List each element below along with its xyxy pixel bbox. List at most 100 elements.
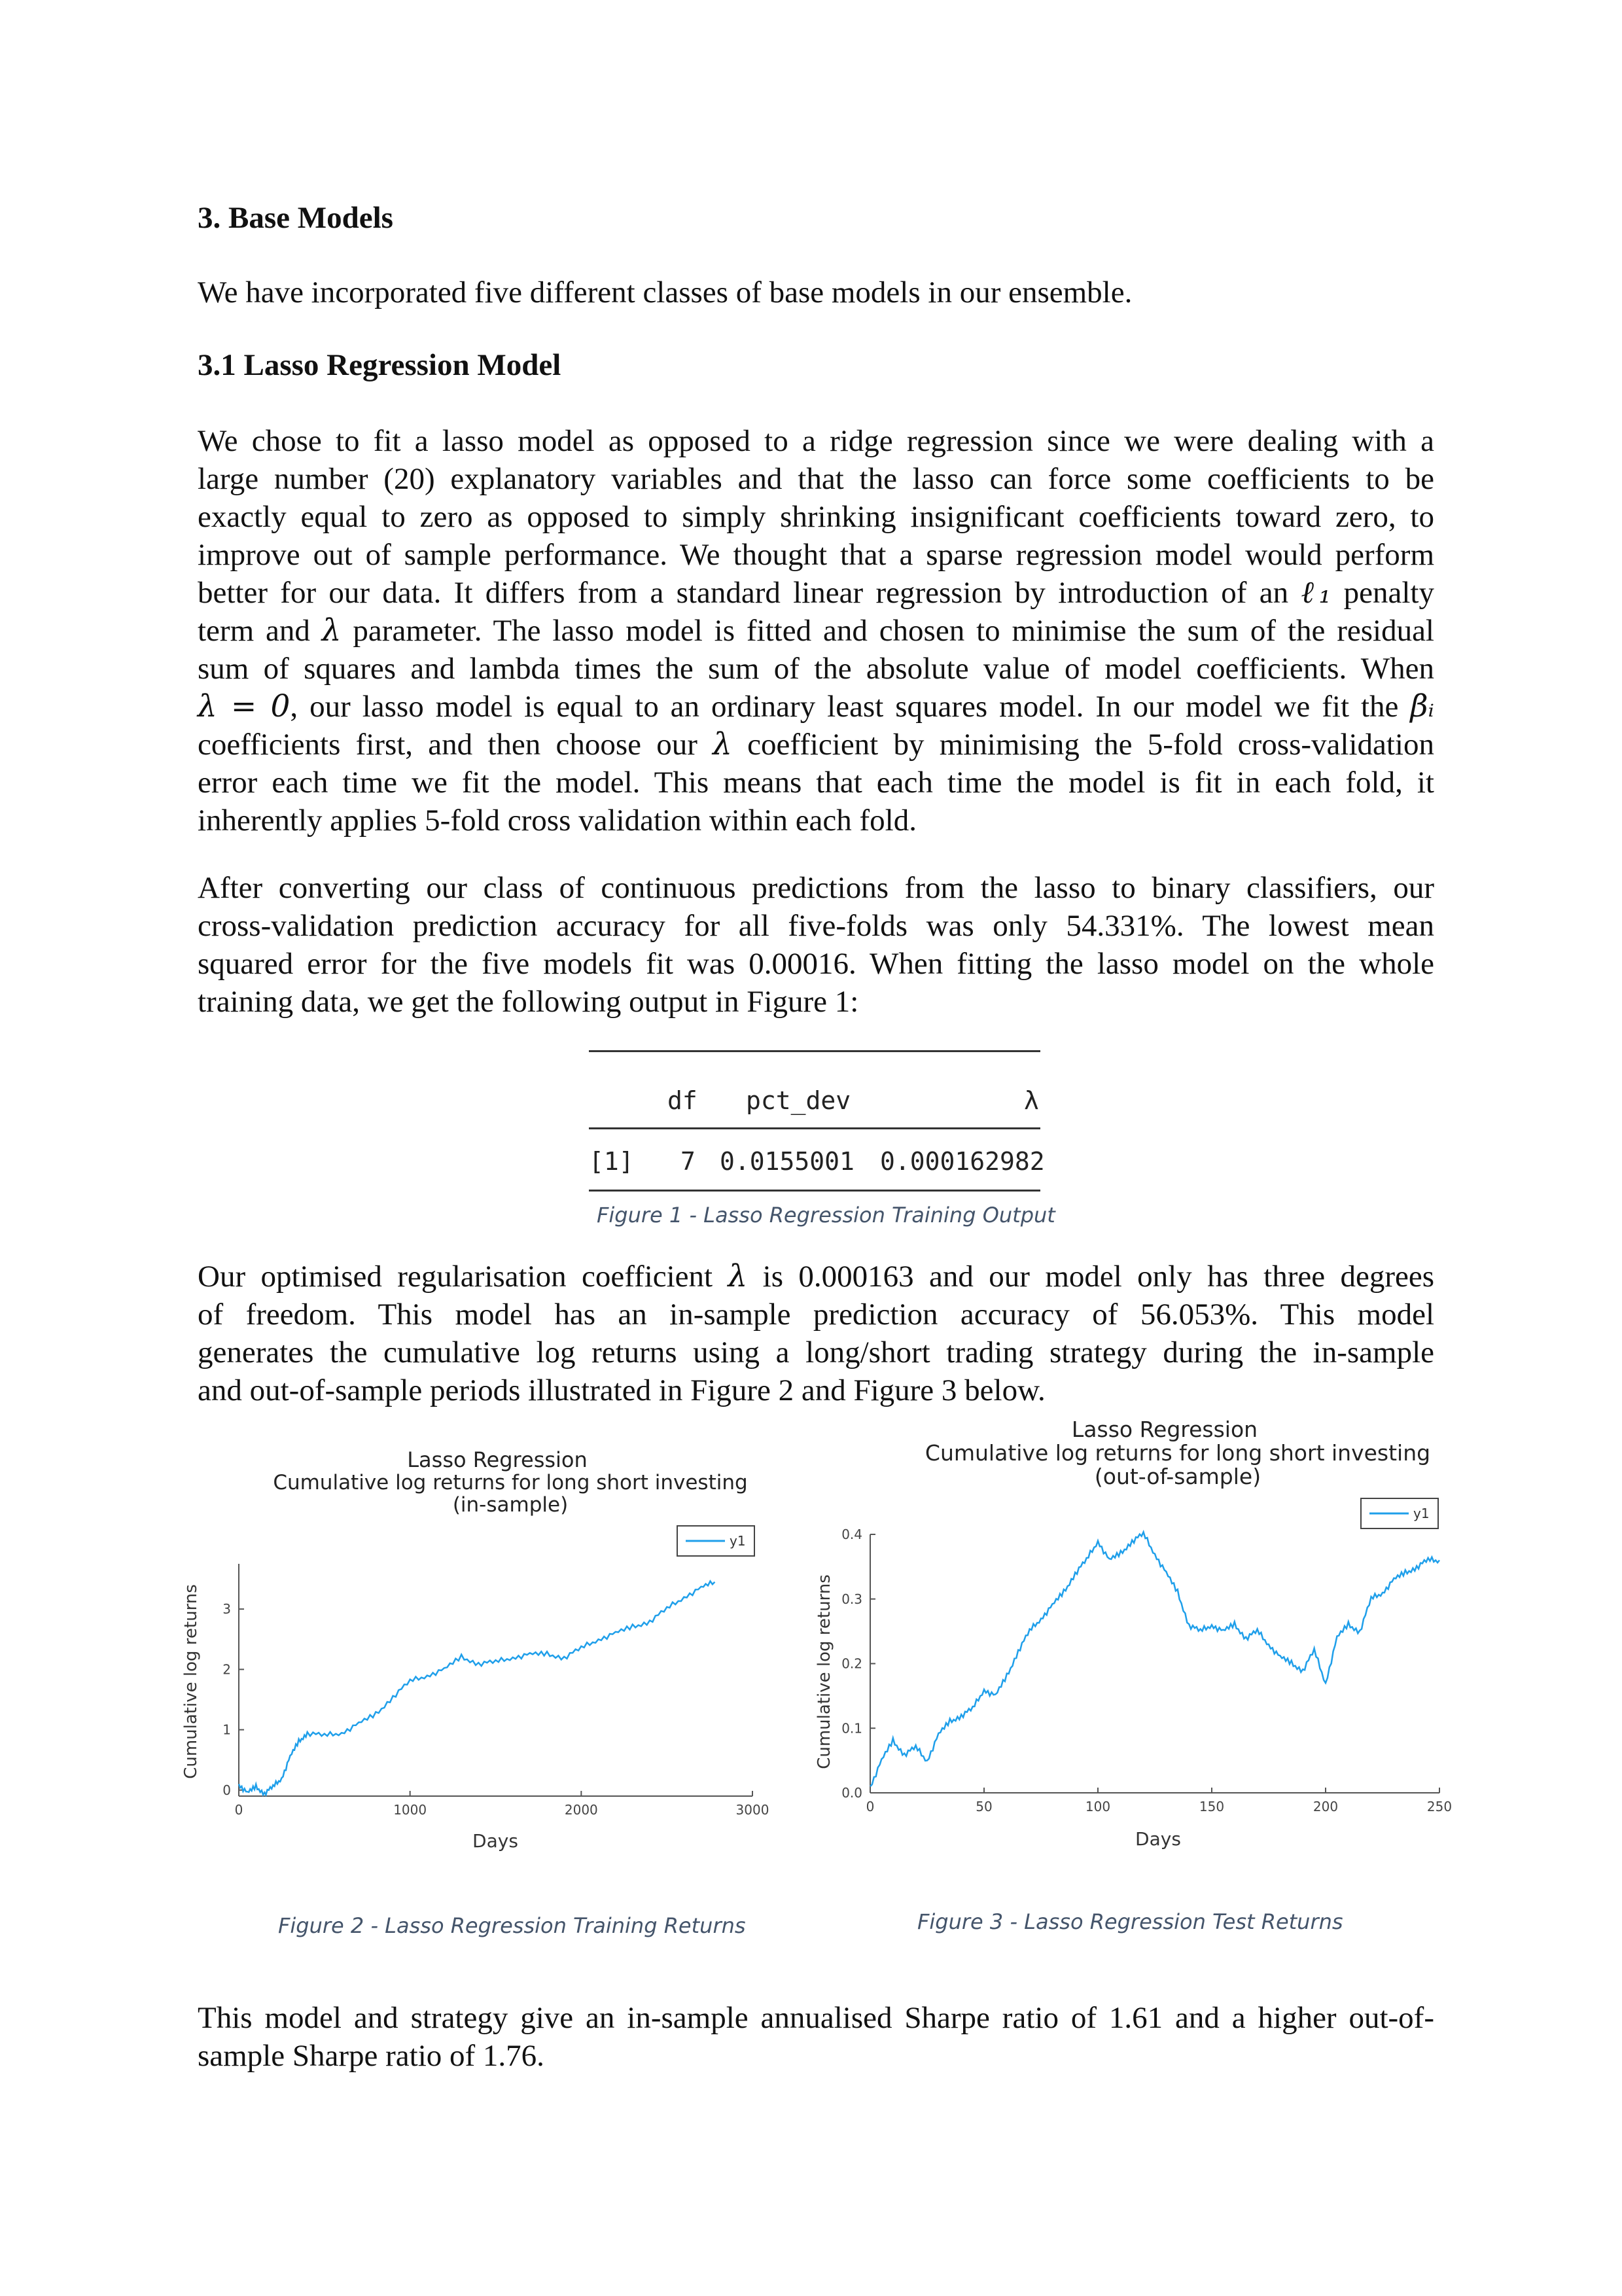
y-tick-label: 3: [222, 1601, 231, 1617]
figure-2-chart: Lasso Regression Cumulative log returns …: [181, 1447, 769, 1852]
x-tick-label: 250: [1427, 1799, 1452, 1814]
text-line: squared error for the five models fit wa…: [198, 947, 1434, 981]
math-beta: βᵢ: [1410, 688, 1434, 724]
chart-ticks: 0 1000 2000 3000 0 1 2 3: [222, 1601, 769, 1818]
text-line: sum of squares and lambda times the sum …: [198, 652, 1434, 686]
series-line-y1: [238, 1580, 716, 1797]
intro-text: We have incorporated five different clas…: [198, 275, 1133, 309]
y-tick-label: 0.4: [841, 1527, 862, 1542]
chart-series: [238, 1580, 716, 1797]
text-line: of freedom. This model has an in-sample …: [198, 1298, 1434, 1332]
chart-axes: [238, 1564, 752, 1797]
text-line: Our optimised regularisation coefficient…: [198, 1258, 1434, 1296]
x-tick-label: 0: [235, 1802, 243, 1818]
y-tick-label: 0.3: [841, 1591, 862, 1607]
text-span: parameter. The lasso model is fitted and…: [341, 614, 1434, 648]
series-line-y1: [870, 1529, 1440, 1787]
text-line: error each time we fit the model. This m…: [198, 766, 1434, 800]
paragraph-3: Our optimised regularisation coefficient…: [198, 1258, 1434, 1409]
chart-subtitle: Cumulative log returns for long short in…: [273, 1471, 747, 1494]
x-tick-label: 50: [976, 1799, 992, 1814]
paragraph-2: After converting our class of continuous…: [198, 869, 1434, 1021]
text-line: term and λ parameter. The lasso model is…: [198, 612, 1434, 650]
chart-subtitle: (out-of-sample): [1095, 1464, 1261, 1489]
subsection-heading: 3.1 Lasso Regression Model: [198, 348, 561, 382]
figure-1-caption: Figure 1 - Lasso Regression Training Out…: [597, 1203, 1055, 1227]
figure-2-caption: Figure 2 - Lasso Regression Training Ret…: [278, 1913, 746, 1938]
chart-title: Lasso Regression: [407, 1447, 588, 1472]
table-header-df: df: [667, 1086, 697, 1115]
text-span: is 0.000163 and our model only has three…: [747, 1260, 1434, 1294]
figure-3-chart: Lasso Regression Cumulative log returns …: [815, 1417, 1452, 1850]
text-line: and out-of-sample periods illustrated in…: [198, 1373, 1046, 1407]
x-tick-label: 3000: [736, 1802, 769, 1818]
y-tick-label: 0: [222, 1782, 231, 1798]
legend-label: y1: [730, 1533, 746, 1549]
x-tick-label: 200: [1313, 1799, 1338, 1814]
text-line: generates the cumulative log returns usi…: [198, 1335, 1434, 1369]
text-span: term and: [198, 614, 322, 648]
math-ell1: ℓ₁: [1301, 574, 1331, 610]
x-tick-label: 0: [866, 1799, 875, 1814]
chart-title: Lasso Regression: [1072, 1417, 1258, 1442]
lasso-output-table: df pct_dev λ [1] 7 0.0155001 0.000162982: [589, 1050, 1045, 1197]
table-header-pct-dev: pct_dev: [746, 1086, 851, 1115]
text-line: After converting our class of continuous…: [198, 871, 1434, 905]
y-axis-label: Cumulative log returns: [181, 1584, 201, 1779]
text-span: better for our data. It differs from a s…: [198, 576, 1301, 610]
x-tick-label: 100: [1085, 1799, 1110, 1814]
text-line: We chose to fit a lasso model as opposed…: [198, 424, 1434, 458]
text-line: λ = 0, our lasso model is equal to an or…: [198, 688, 1434, 726]
x-tick-label: 2000: [565, 1802, 598, 1818]
section-heading: 3. Base Models: [198, 201, 393, 235]
text-span: coefficients first, and then choose our: [198, 728, 713, 762]
chart-ticks: 0 50 100 150 200 250 0.0 0.1 0.2 0.3 0.4: [841, 1527, 1452, 1814]
math-lambda-zero: λ = 0: [198, 688, 291, 724]
chart-subtitle: (in-sample): [453, 1493, 568, 1517]
x-tick-label: 150: [1199, 1799, 1224, 1814]
x-axis-label: Days: [1135, 1828, 1181, 1850]
table-cell-df: 7: [680, 1147, 696, 1176]
text-span: , our lasso model is equal to an ordinar…: [290, 690, 1411, 724]
figure-3-caption: Figure 3 - Lasso Regression Test Returns: [917, 1909, 1343, 1934]
y-tick-label: 2: [222, 1661, 231, 1677]
table-header-lambda: λ: [1024, 1086, 1039, 1115]
text-span: Our optimised regularisation coefficient: [198, 1260, 728, 1294]
section-intro: We have incorporated five different clas…: [198, 274, 1434, 311]
table-rule: [589, 1127, 1040, 1129]
table-cell-pct-dev: 0.0155001: [720, 1147, 855, 1176]
chart-legend: y1: [1360, 1498, 1439, 1529]
paragraph-4: This model and strategy give an in-sampl…: [198, 1999, 1434, 2075]
table-row-label: [1]: [589, 1147, 634, 1176]
chart-axes: [870, 1534, 1439, 1793]
math-lambda: λ: [321, 612, 342, 648]
y-tick-label: 0.1: [841, 1720, 862, 1736]
text-span: coefficient by minimising the 5-fold cro…: [732, 728, 1434, 762]
x-axis-label: Days: [472, 1830, 518, 1852]
table-rule: [589, 1190, 1040, 1192]
table-cell-lambda: 0.000162982: [880, 1147, 1045, 1176]
y-axis-label: Cumulative log returns: [815, 1574, 834, 1769]
text-line: inherently applies 5-fold cross validati…: [198, 804, 917, 838]
text-line: large number (20) explanatory variables …: [198, 462, 1434, 496]
table-rule: [589, 1050, 1040, 1052]
x-tick-label: 1000: [393, 1802, 427, 1818]
text-line: exactly equal to zero as opposed to simp…: [198, 500, 1434, 534]
text-line: better for our data. It differs from a s…: [198, 574, 1434, 612]
y-tick-label: 0.2: [841, 1656, 862, 1672]
math-lambda: λ: [728, 1258, 748, 1294]
y-tick-label: 1: [222, 1722, 231, 1738]
text-line: This model and strategy give an in-sampl…: [198, 2001, 1434, 2035]
chart-series: [870, 1529, 1440, 1787]
text-line: training data, we get the following outp…: [198, 985, 859, 1019]
chart-legend: y1: [677, 1525, 755, 1557]
text-line: coefficients first, and then choose our …: [198, 726, 1434, 764]
text-span: penalty: [1331, 576, 1434, 610]
y-tick-label: 0.0: [841, 1785, 862, 1801]
legend-label: y1: [1413, 1506, 1430, 1521]
chart-subtitle: Cumulative log returns for long short in…: [925, 1440, 1430, 1466]
text-line: cross-validation prediction accuracy for…: [198, 909, 1434, 943]
text-line: sample Sharpe ratio of 1.76.: [198, 2039, 544, 2073]
math-lambda: λ: [713, 726, 732, 762]
